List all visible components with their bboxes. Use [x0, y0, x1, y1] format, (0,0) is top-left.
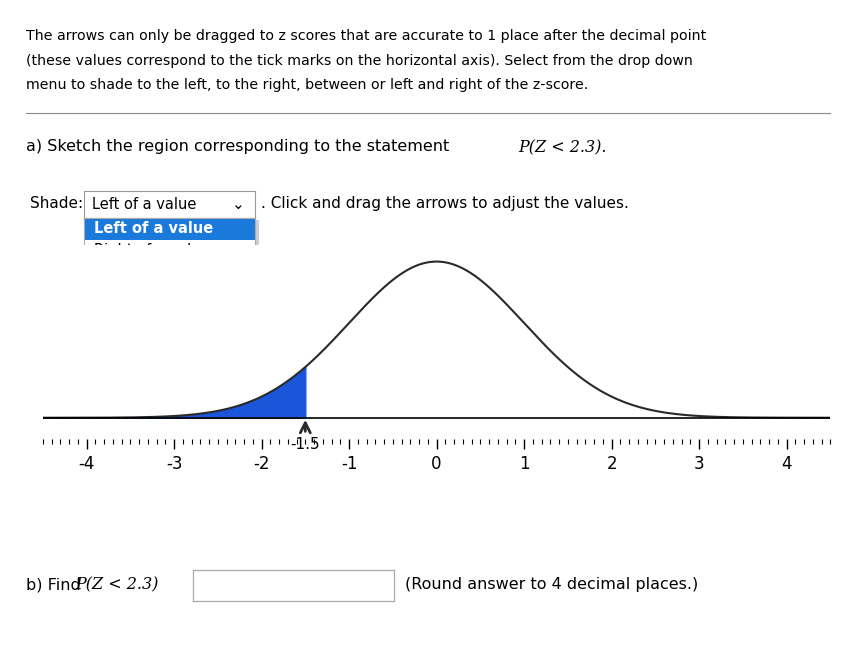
- Text: P(Z < 2.3): P(Z < 2.3): [75, 576, 158, 593]
- Bar: [84, 218, 255, 240]
- Text: (these values correspond to the tick marks on the horizontal axis). Select from : (these values correspond to the tick mar…: [26, 54, 693, 68]
- Text: Left of a value: Left of a value: [92, 196, 197, 212]
- Text: . Click and drag the arrows to adjust the values.: . Click and drag the arrows to adjust th…: [261, 196, 629, 211]
- Text: Right of a value: Right of a value: [94, 243, 210, 258]
- Text: The arrows can only be dragged to z scores that are accurate to 1 place after th: The arrows can only be dragged to z scor…: [26, 29, 706, 43]
- Text: (Round answer to 4 decimal places.): (Round answer to 4 decimal places.): [405, 577, 698, 592]
- Text: Left of a value: Left of a value: [94, 221, 213, 236]
- Text: ⌄: ⌄: [232, 196, 244, 212]
- Text: b) Find: b) Find: [26, 577, 86, 592]
- Text: Shade:: Shade:: [30, 196, 83, 211]
- Text: Between two values: Between two values: [94, 265, 242, 280]
- Text: a) Sketch the region corresponding to the statement: a) Sketch the region corresponding to th…: [26, 139, 454, 154]
- Text: menu to shade to the left, to the right, between or left and right of the z-scor: menu to shade to the left, to the right,…: [26, 78, 588, 92]
- Text: -1.5: -1.5: [290, 437, 320, 452]
- Text: P(Z < 2.3).: P(Z < 2.3).: [518, 139, 606, 156]
- Text: 2 regions: 2 regions: [94, 287, 163, 302]
